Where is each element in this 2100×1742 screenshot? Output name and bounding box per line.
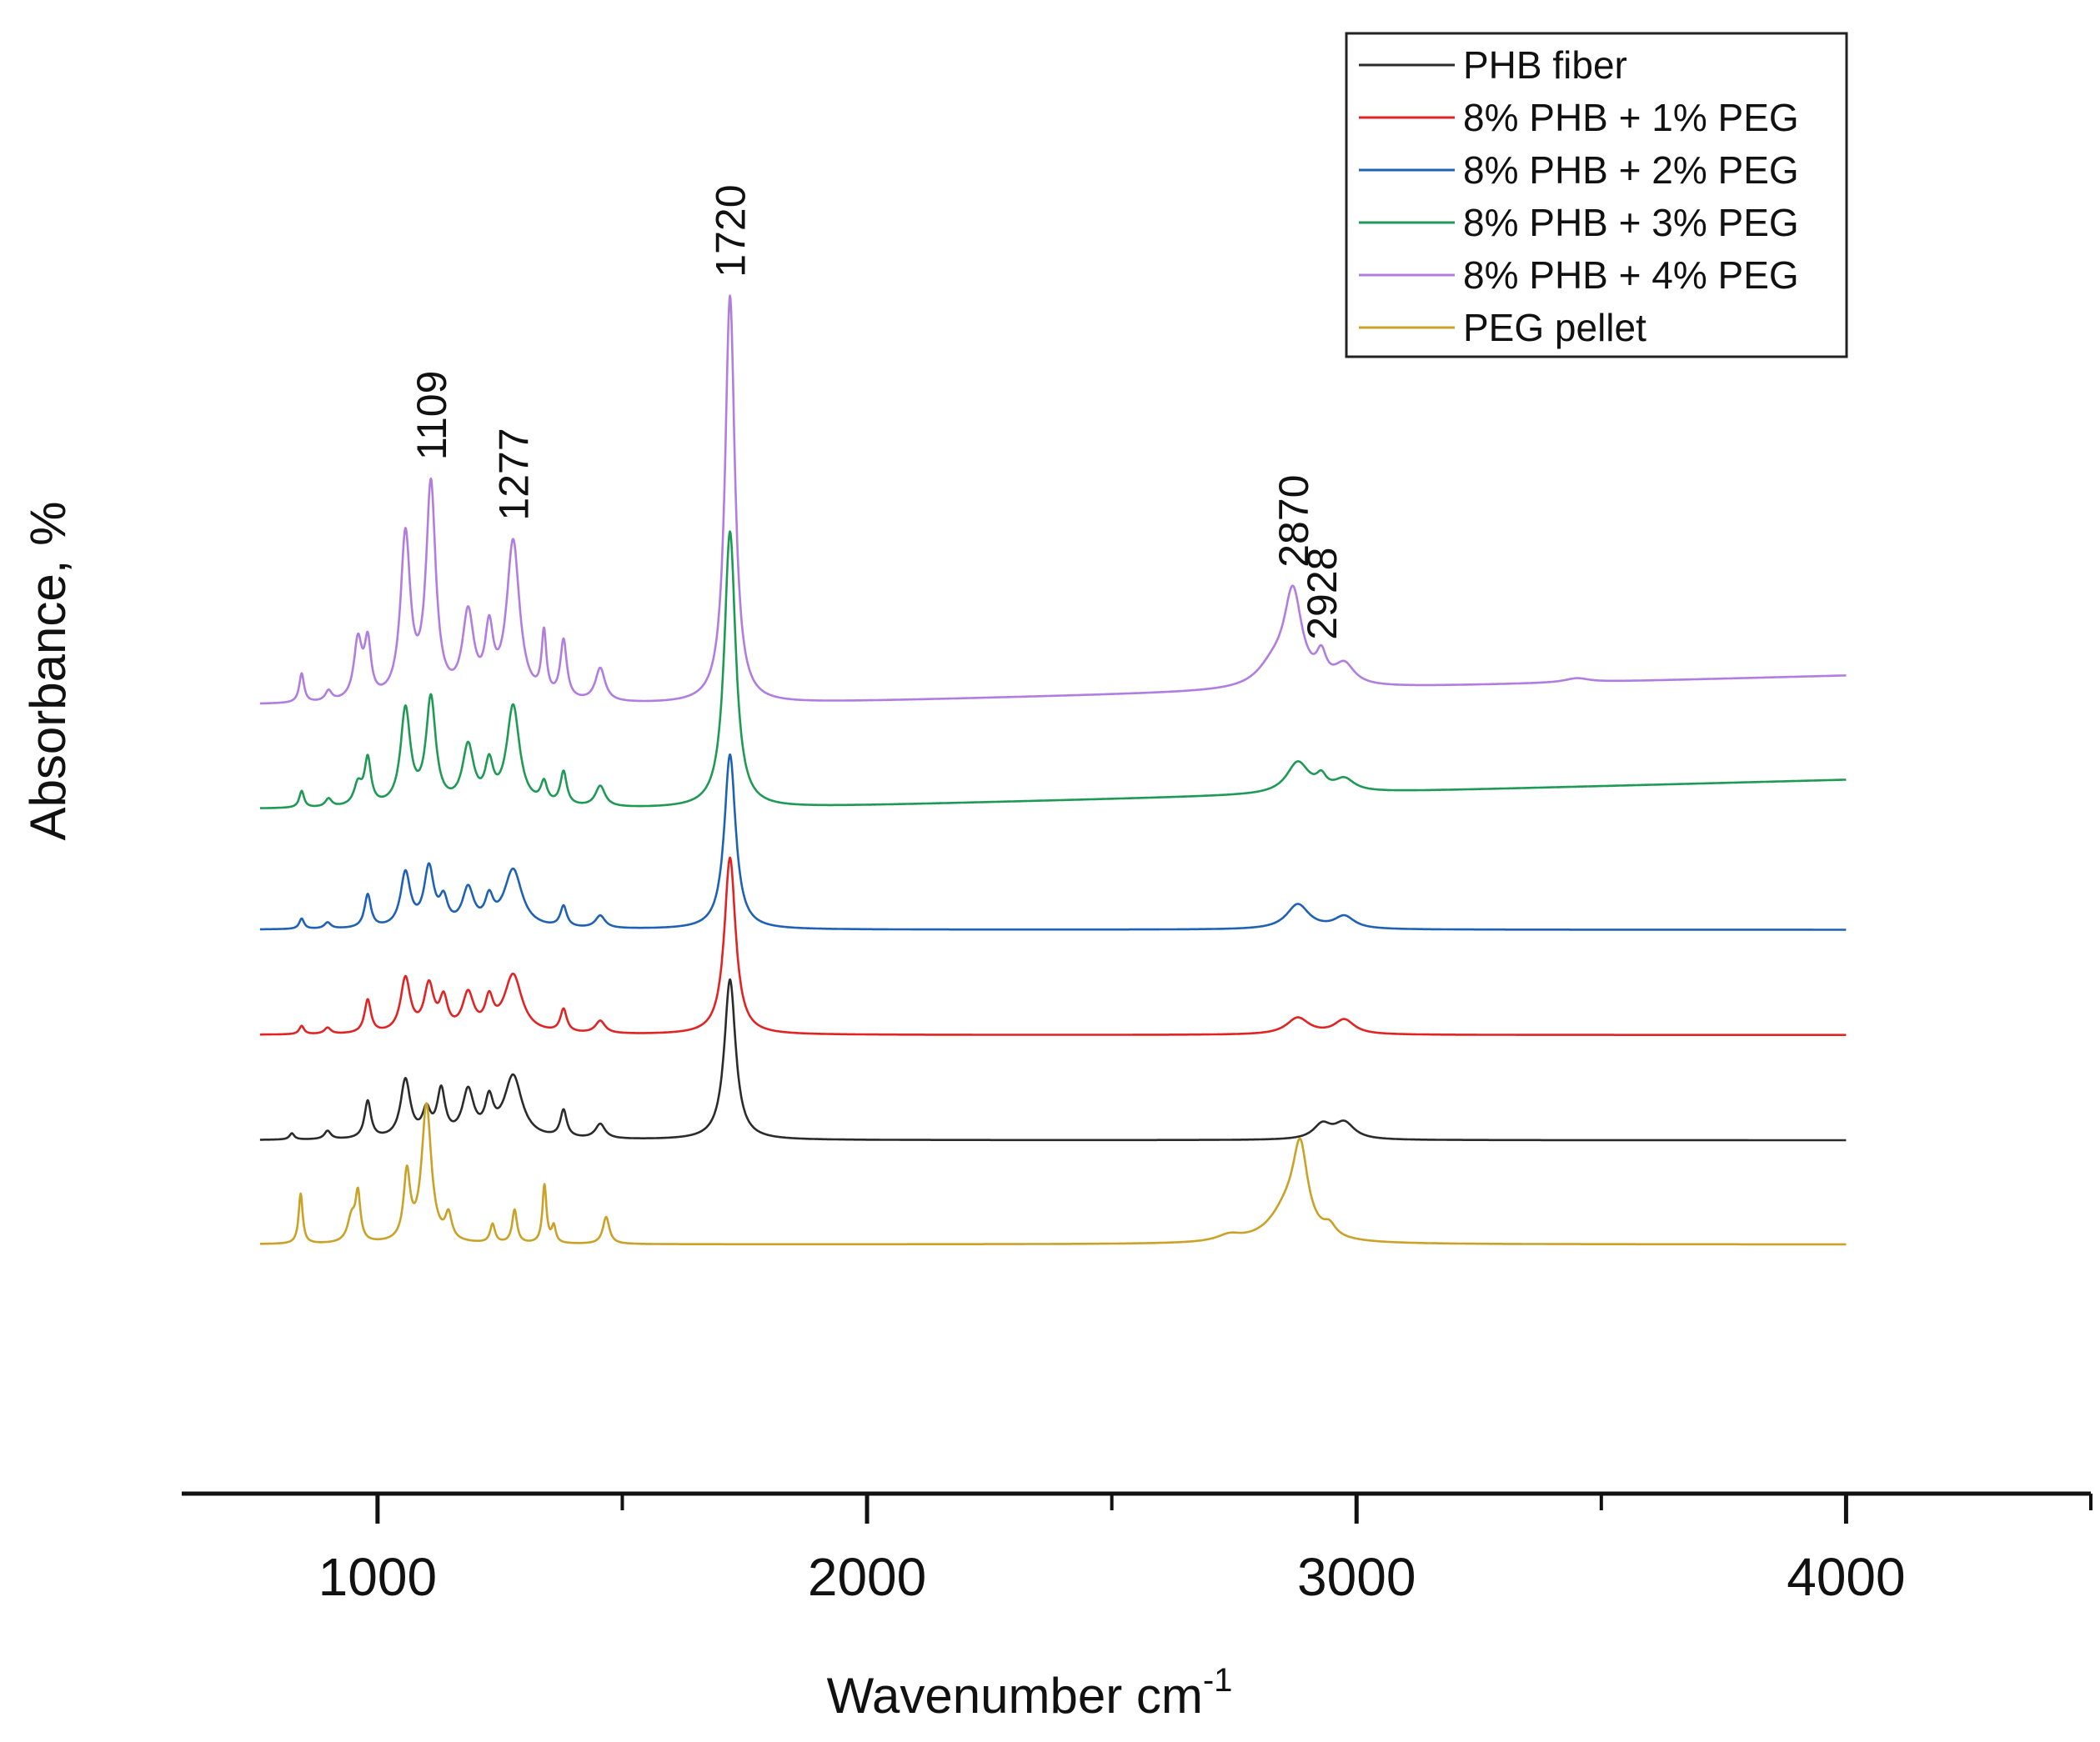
x-ticks: 1000 2000 3000 4000 (318, 1494, 2092, 1607)
peak-label-2928: 2928 (1299, 548, 1346, 640)
x-tick-label: 2000 (808, 1547, 926, 1607)
x-axis-title: Wavenumber cm-1 (827, 1662, 1233, 1724)
legend-label-peg-pellet: PEG pellet (1463, 306, 1646, 349)
legend-label-8pct-phb-plus-2pct-peg: 8% PHB + 2% PEG (1463, 148, 1799, 192)
series-line-phb-fiber (259, 978, 1847, 1142)
x-tick-label: 4000 (1787, 1547, 1905, 1607)
peak-label-1109: 1109 (408, 371, 455, 461)
legend-items: PHB fiber 8% PHB + 1% PEG 8% PHB + 2% PEG 8… (1359, 43, 1799, 349)
y-axis-title: Absorbance, % (20, 502, 76, 841)
series-line-8pct-phb-plus-3pct-peg (259, 530, 1847, 809)
peak-label-2870: 2870 (1271, 475, 1317, 568)
peak-label-1720: 1720 (708, 184, 754, 277)
legend-label-8pct-phb-plus-1pct-peg: 8% PHB + 1% PEG (1463, 96, 1799, 139)
legend-label-8pct-phb-plus-4pct-peg: 8% PHB + 4% PEG (1463, 253, 1799, 297)
series-layer (259, 294, 1847, 1246)
legend-label-phb-fiber: PHB fiber (1463, 43, 1627, 87)
peak-label-1277: 1277 (491, 428, 538, 520)
legend: PHB fiber 8% PHB + 1% PEG 8% PHB + 2% PEG 8… (1345, 32, 1848, 358)
legend-label-8pct-phb-plus-3pct-peg: 8% PHB + 3% PEG (1463, 201, 1799, 244)
series-line-peg-pellet (259, 1102, 1847, 1246)
x-axis-title-superscript: -1 (1203, 1662, 1233, 1699)
legend-box (1345, 32, 1848, 358)
x-tick-label: 1000 (318, 1547, 437, 1607)
series-line-8pct-phb-plus-2pct-peg (259, 753, 1847, 931)
series-line-8pct-phb-plus-1pct-peg (259, 856, 1847, 1036)
x-tick-label: 3000 (1297, 1547, 1416, 1607)
series-line-8pct-phb-plus-4pct-peg (259, 294, 1847, 705)
x-axis-title-main: Wavenumber cm (827, 1668, 1203, 1724)
